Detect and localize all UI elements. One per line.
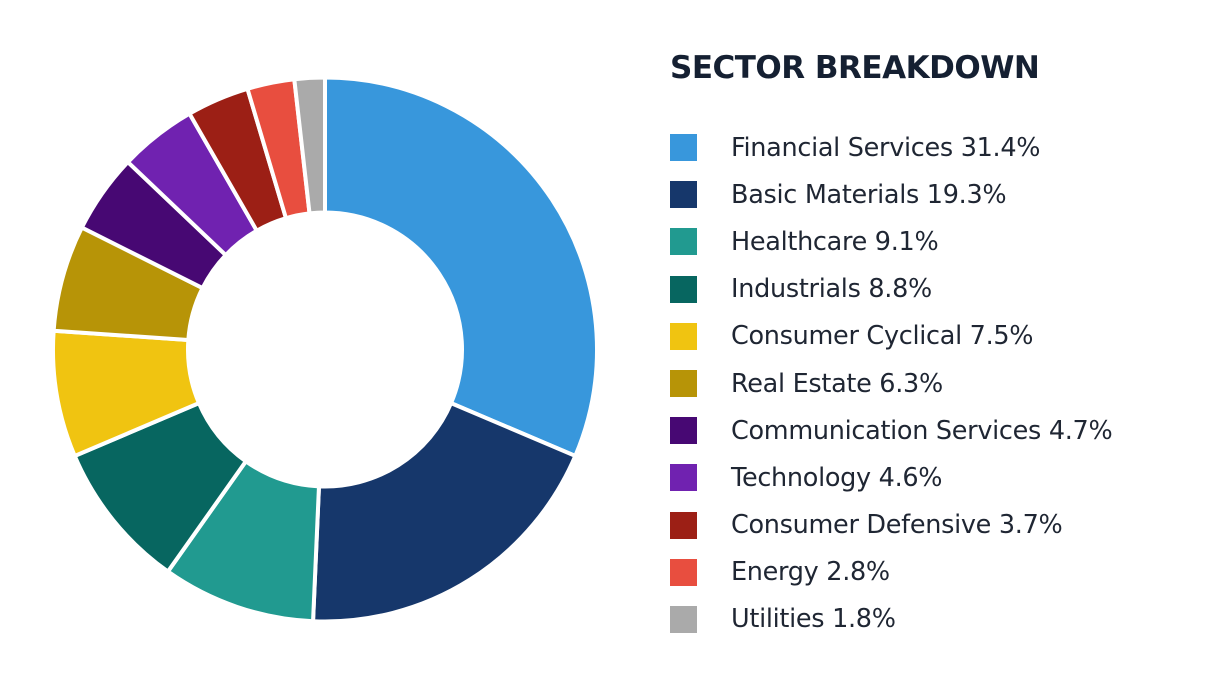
donut-chart [53, 75, 599, 624]
legend-label: Consumer Cyclical 7.5% [731, 321, 1034, 352]
legend-swatch [670, 511, 697, 539]
legend-item: Financial Services 31.4% [670, 124, 1112, 171]
legend-label: Utilities 1.8% [731, 604, 896, 635]
legend-swatch [670, 558, 697, 586]
legend: Financial Services 31.4% Basic Materials … [670, 124, 1113, 643]
legend-label: Healthcare 9.1% [731, 226, 939, 257]
legend-swatch [670, 181, 697, 209]
legend-swatch [670, 370, 697, 398]
legend-swatch [670, 275, 697, 303]
donut-slice-basic-materials [310, 400, 578, 624]
legend-label: Communication Services 4.7% [731, 415, 1113, 446]
chart-title: SECTOR BREAKDOWN [670, 50, 1040, 86]
legend-item: Healthcare 9.1% [670, 218, 1112, 265]
legend-label: Real Estate 6.3% [731, 368, 943, 399]
legend-item: Energy 2.8% [670, 549, 1112, 596]
legend-label: Industrials 8.8% [731, 274, 932, 305]
legend-item: Consumer Cyclical 7.5% [670, 313, 1112, 360]
legend-label: Financial Services 31.4% [731, 132, 1041, 163]
legend-swatch [670, 464, 697, 492]
legend-label: Basic Materials 19.3% [731, 179, 1007, 210]
legend-item: Industrials 8.8% [670, 266, 1112, 313]
legend-swatch [670, 417, 697, 445]
legend-swatch [670, 134, 697, 162]
legend-item: Utilities 1.8% [670, 596, 1112, 643]
legend-swatch [670, 322, 697, 350]
legend-item: Real Estate 6.3% [670, 360, 1112, 407]
legend-swatch [670, 228, 697, 256]
legend-swatch [670, 605, 697, 633]
legend-label: Consumer Defensive 3.7% [731, 510, 1063, 541]
legend-label: Energy 2.8% [731, 557, 890, 588]
donut-slice-financial-services [323, 75, 599, 459]
legend-label: Technology 4.6% [731, 462, 943, 493]
legend-item: Consumer Defensive 3.7% [670, 502, 1112, 549]
legend-item: Technology 4.6% [670, 454, 1112, 501]
donut-slice-utilities [292, 75, 327, 216]
legend-item: Basic Materials 19.3% [670, 171, 1112, 218]
legend-item: Communication Services 4.7% [670, 407, 1113, 454]
